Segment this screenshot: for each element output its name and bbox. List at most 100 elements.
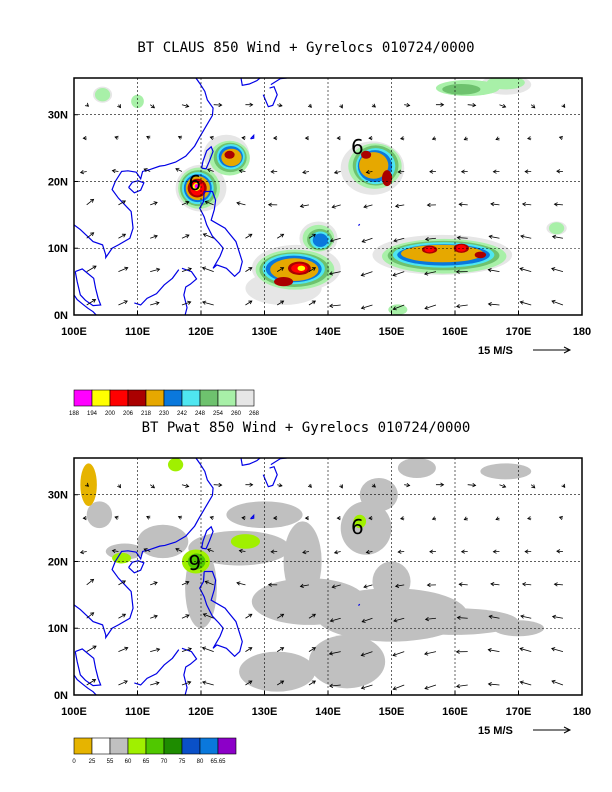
wind-vector-head [79, 550, 85, 555]
y-tick-label: 20N [48, 176, 68, 188]
field-shade [486, 78, 525, 90]
wind-vector [308, 680, 316, 686]
colorbar-label: 218 [141, 411, 152, 417]
wind-vector-head [280, 300, 285, 305]
wind-vector [330, 617, 341, 622]
wind-vector-head [329, 238, 334, 243]
wind-vector-head [82, 135, 87, 141]
wind-vector-head [328, 271, 333, 276]
wind-vector-head [561, 103, 566, 109]
wind-vector [425, 617, 436, 620]
y-tick-label: 30N [48, 490, 68, 502]
wind-vector [236, 582, 246, 586]
wind-vector [207, 168, 214, 172]
wind-vector [205, 581, 214, 586]
wind-vector-head [79, 170, 85, 175]
wind-vector-head [202, 680, 207, 685]
wind-vector [424, 684, 437, 689]
colorbar-label: 230 [159, 411, 170, 417]
wind-vector-head [218, 102, 223, 108]
wind-vector-head [280, 647, 285, 651]
wind-vector-head [531, 484, 536, 489]
coastline [358, 603, 361, 606]
colorbar-swatch [127, 389, 147, 407]
wind-vector [457, 617, 468, 619]
wind-vector-head [270, 549, 275, 554]
wind-vector-head [117, 484, 121, 489]
wind-vector [392, 651, 405, 656]
wind-vector-head [241, 515, 246, 521]
wind-vector [181, 648, 192, 652]
wind-vector-head [392, 272, 397, 277]
field-shade [86, 501, 113, 529]
field-shade [230, 534, 261, 549]
wind-vector [366, 171, 373, 173]
wind-vector-head [392, 686, 397, 691]
wind-vector [118, 267, 128, 272]
wind-vector [118, 613, 126, 619]
wind-vector-head [280, 267, 285, 271]
x-tick-label: 110E [125, 706, 150, 718]
wind-vector [245, 680, 253, 686]
wind-vector-head [124, 266, 129, 271]
wind-vector [554, 203, 563, 206]
field-shade [474, 251, 487, 259]
wind-vector-head [201, 266, 207, 271]
wind-vector-head [156, 267, 161, 272]
wind-vector-head [204, 580, 209, 585]
x-tick-label: 160E [442, 326, 468, 338]
wind-vector-head [328, 651, 333, 656]
x-tick-label: 120E [188, 326, 214, 338]
wind-vector [362, 237, 373, 243]
colorbar-label: 80 [197, 759, 204, 765]
wind-vector [181, 201, 189, 206]
wind-vector [398, 551, 405, 553]
wind-vector [499, 484, 506, 488]
wind-vector-head [431, 516, 437, 521]
field-shade [361, 150, 372, 159]
wind-vector-head [456, 304, 461, 309]
field-shade [239, 651, 316, 692]
wind-vector-head [392, 652, 397, 657]
wind-vector-head [424, 616, 430, 622]
wind-vector [393, 617, 405, 622]
wind-vector-head [551, 614, 557, 620]
wind-vector-head [299, 203, 304, 209]
wind-vector [118, 200, 126, 206]
wind-vector [395, 584, 405, 587]
wind-vector-head [187, 647, 193, 652]
colorbar-swatch [217, 737, 237, 755]
wind-vector-head [551, 679, 556, 684]
gyreloc-symbol: 9 [188, 551, 201, 575]
wind-vector-head [406, 102, 411, 108]
wind-vector-head [456, 235, 461, 240]
wind-vector-head [299, 583, 304, 589]
coastline [358, 223, 361, 226]
coastline [270, 78, 287, 86]
wind-vector-head [187, 680, 192, 685]
wind-vector [393, 684, 405, 690]
wind-vector [488, 649, 500, 652]
wind-vector-head [304, 515, 309, 521]
wind-vector-head [121, 613, 127, 618]
wind-vector [202, 647, 214, 652]
wind-vector [150, 202, 158, 206]
wind-vector-head [267, 202, 272, 207]
wind-vector [456, 684, 468, 687]
wind-vector [519, 648, 532, 652]
wind-vector-head [307, 103, 312, 108]
colorbar-swatch [163, 389, 183, 407]
wind-vector-head [328, 683, 334, 688]
wind-vector [395, 204, 405, 207]
wind-vector-head [502, 483, 507, 489]
colorbar-label: 65.65 [210, 759, 226, 765]
wind-vector-head [456, 684, 461, 689]
colorbar-label: 200 [105, 411, 116, 417]
wind-vector [203, 613, 214, 619]
wind-vector-head [82, 515, 87, 521]
wind-vector [150, 615, 158, 619]
wind-vector-head [248, 233, 253, 238]
wind-vector-head [371, 483, 376, 488]
wind-vector [329, 271, 341, 275]
